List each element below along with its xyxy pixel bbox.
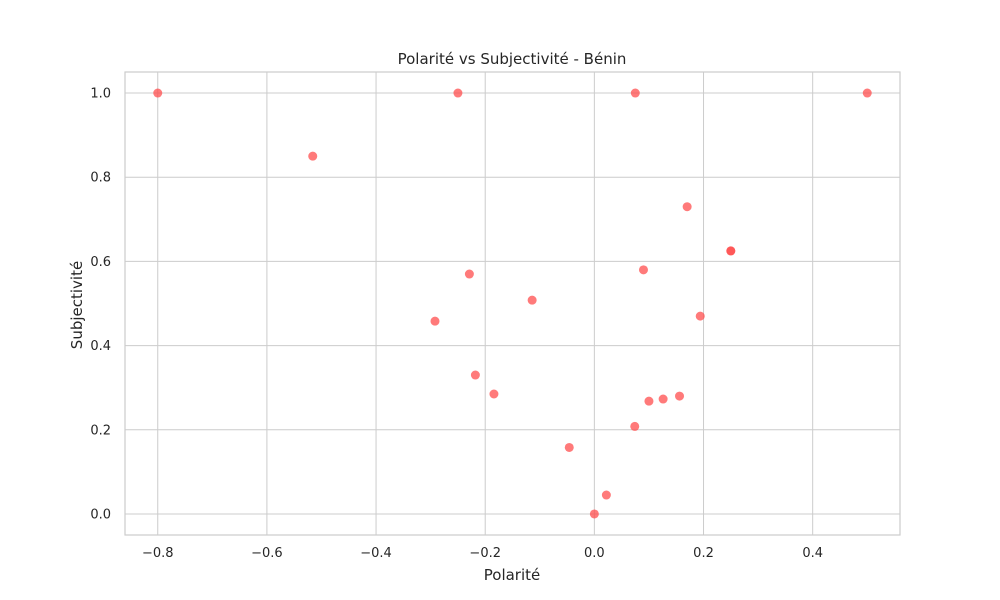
data-point [658, 394, 668, 404]
data-point [638, 265, 648, 275]
data-points [153, 88, 872, 519]
x-tick-label: 0.2 [693, 546, 714, 561]
data-point [726, 246, 736, 256]
data-point [601, 490, 611, 500]
data-point [862, 88, 872, 98]
x-tick-label: −0.6 [251, 546, 283, 561]
tick-labels: −0.8 −0.6 −0.4 −0.2 0.0 0.2 0.4 0.0 0.2 0.4 0.6 0.8… [90, 87, 823, 561]
x-tick-label: 0.4 [802, 546, 823, 561]
data-point [430, 316, 440, 326]
data-point [464, 269, 474, 279]
x-tick-label: −0.2 [469, 546, 501, 561]
y-tick-label: 1.0 [90, 87, 111, 102]
data-point [527, 295, 537, 305]
plot-frame [124, 71, 901, 536]
data-point [630, 421, 640, 431]
data-point [470, 370, 480, 380]
data-point [675, 391, 685, 401]
data-point [153, 88, 163, 98]
data-point [695, 311, 705, 321]
x-tick-label: 0.0 [584, 546, 605, 561]
x-tick-label: −0.8 [142, 546, 174, 561]
y-tick-label: 0.8 [90, 171, 111, 186]
data-point [644, 396, 654, 406]
y-tick-label: 0.6 [90, 255, 111, 270]
grid [125, 72, 900, 535]
data-point [630, 88, 640, 98]
y-tick-label: 0.0 [90, 507, 111, 522]
y-tick-label: 0.4 [90, 339, 111, 354]
x-tick-label: −0.4 [360, 546, 392, 561]
y-axis-label: Subjectivité [68, 261, 86, 349]
data-point [564, 442, 574, 452]
chart-title: Polarité vs Subjectivité - Bénin [398, 50, 627, 68]
data-point [308, 151, 318, 161]
data-point [453, 88, 463, 98]
x-axis-label: Polarité [484, 566, 541, 584]
y-tick-label: 0.2 [90, 423, 111, 438]
data-point [589, 509, 599, 519]
data-point [682, 202, 692, 212]
data-point [489, 389, 499, 399]
